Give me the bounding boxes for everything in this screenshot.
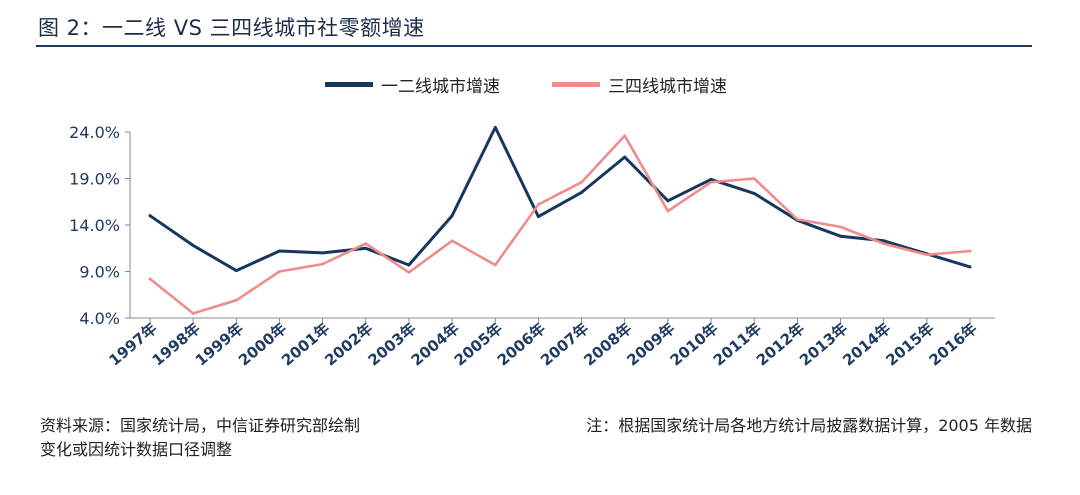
data-point-tier12 xyxy=(839,234,842,238)
chart-title: 图 2：一二线 VS 三四线城市社零额增速 xyxy=(38,16,425,40)
data-point-tier34 xyxy=(666,209,670,213)
x-tick-label: 2013年 xyxy=(796,319,851,369)
title-rule xyxy=(36,45,1032,47)
legend-label-tier12: 一二线城市增速 xyxy=(381,77,500,97)
x-tick-label: 2003年 xyxy=(364,319,419,369)
legend-item-tier34: 三四线城市增速 xyxy=(552,72,727,97)
x-tick-label: 2011年 xyxy=(710,319,765,369)
data-point-tier12 xyxy=(709,178,713,181)
data-point-tier34 xyxy=(537,203,540,206)
x-tick-label: 2015年 xyxy=(882,319,937,369)
data-point-tier34 xyxy=(882,242,886,246)
data-point-tier12 xyxy=(191,244,195,247)
y-tick-label: 9.0% xyxy=(79,263,120,282)
x-tick-label: 2009年 xyxy=(623,319,678,369)
data-point-tier34 xyxy=(580,180,583,184)
y-tick-label: 14.0% xyxy=(69,216,120,235)
series-line-tier12 xyxy=(148,125,972,273)
data-point-tier12 xyxy=(450,214,454,218)
y-tick-label: 19.0% xyxy=(69,170,120,189)
data-point-tier34 xyxy=(493,263,497,267)
data-point-tier12 xyxy=(968,265,972,269)
data-point-tier12 xyxy=(493,125,497,129)
x-tick-label: 2014年 xyxy=(839,319,894,369)
x-tick-label: 1999年 xyxy=(192,319,247,369)
x-tick-label: 2005年 xyxy=(451,319,506,369)
data-point-tier34 xyxy=(795,218,799,221)
data-point-tier34 xyxy=(191,311,195,315)
data-point-tier12 xyxy=(148,214,152,218)
data-point-tier12 xyxy=(623,155,627,159)
data-point-tier34 xyxy=(839,225,842,229)
data-point-tier12 xyxy=(537,215,540,219)
footer-note: 注：根据国家统计局各地方统计局披露数据计算，2005 年数据 xyxy=(500,414,1032,438)
legend-label-tier34: 三四线城市增速 xyxy=(608,77,727,97)
y-tick-label: 4.0% xyxy=(79,309,120,328)
data-point-tier34 xyxy=(968,249,972,253)
line-chart: 4.0%9.0%14.0%19.0%24.0%1997年1998年1999年20… xyxy=(69,123,995,370)
x-tick-label: 2007年 xyxy=(537,319,592,369)
data-point-tier34 xyxy=(925,253,929,257)
data-point-tier12 xyxy=(234,269,238,272)
data-point-tier34 xyxy=(450,239,454,243)
data-point-tier34 xyxy=(278,270,281,273)
data-point-tier34 xyxy=(623,134,627,138)
x-tick-label: 2010年 xyxy=(667,319,722,369)
x-tick-label: 1998年 xyxy=(149,319,204,369)
x-tick-label: 2006年 xyxy=(494,319,549,369)
x-tick-label: 2012年 xyxy=(753,319,808,369)
data-point-tier34 xyxy=(321,262,325,266)
footer-source: 资料来源：国家统计局，中信证券研究部绘制 变化或因统计数据口径调整 xyxy=(40,414,360,462)
data-point-tier34 xyxy=(752,177,756,180)
note-line-2: 变化或因统计数据口径调整 xyxy=(40,440,233,459)
data-point-tier12 xyxy=(364,246,368,250)
legend-swatch-tier34 xyxy=(552,82,600,87)
data-point-tier12 xyxy=(580,191,583,194)
data-point-tier12 xyxy=(407,263,411,267)
x-tick-label: 2008年 xyxy=(580,319,635,369)
data-point-tier12 xyxy=(666,199,670,203)
note-line-1: 注：根据国家统计局各地方统计局披露数据计算，2005 年数据 xyxy=(586,416,1032,435)
data-point-tier34 xyxy=(709,180,713,184)
data-point-tier34 xyxy=(234,298,238,302)
x-tick-label: 2001年 xyxy=(278,319,333,369)
data-point-tier34 xyxy=(364,242,368,246)
legend-item-tier12: 一二线城市增速 xyxy=(325,72,500,97)
x-tick-label: 2004年 xyxy=(408,319,463,369)
data-point-tier12 xyxy=(278,249,281,253)
data-point-tier12 xyxy=(882,239,886,243)
source-line: 资料来源：国家统计局，中信证券研究部绘制 xyxy=(40,416,361,435)
data-point-tier34 xyxy=(407,271,411,274)
data-point-tier12 xyxy=(321,251,325,255)
legend-swatch-tier12 xyxy=(325,82,373,87)
legend: 一二线城市增速 三四线城市增速 xyxy=(0,72,1080,98)
x-tick-label: 2000年 xyxy=(235,319,290,369)
x-tick-label: 2016年 xyxy=(926,319,981,369)
y-tick-label: 24.0% xyxy=(69,123,120,142)
series-line-tier34 xyxy=(148,134,972,315)
data-point-tier34 xyxy=(148,277,152,281)
x-tick-label: 2002年 xyxy=(321,319,376,369)
data-point-tier12 xyxy=(752,191,756,195)
